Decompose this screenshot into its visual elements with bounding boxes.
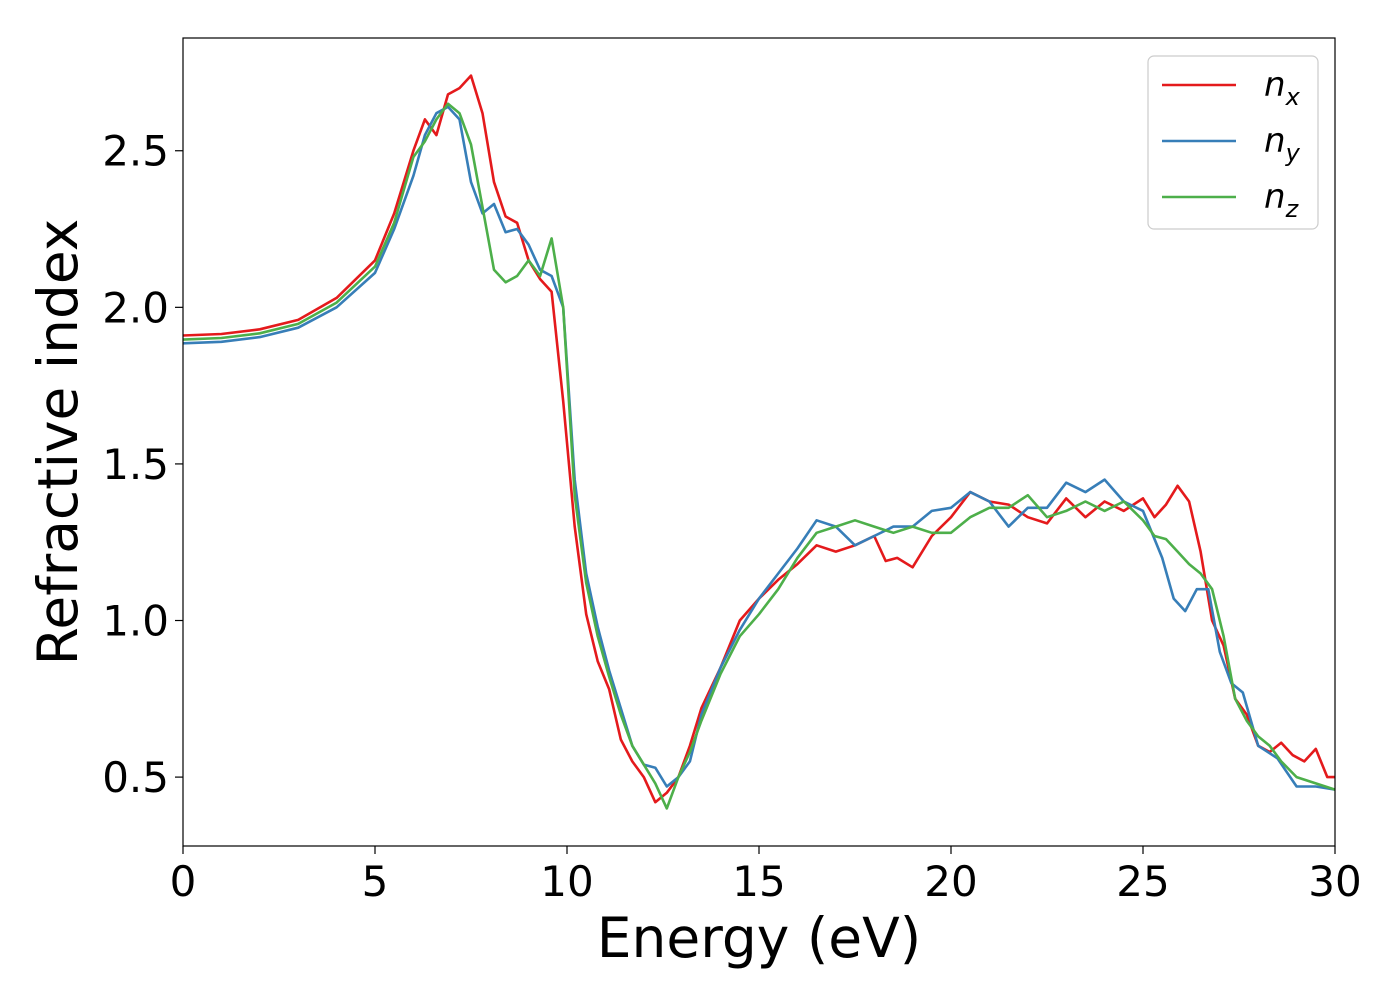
x-tick-label: 10 <box>540 857 593 906</box>
y-axis-ticks: 0.5 1.0 1.5 2.0 2.5 <box>102 127 183 802</box>
x-tick-label: 15 <box>732 857 785 906</box>
legend: nx ny nz <box>1147 55 1319 230</box>
legend-label-nx: nx <box>1264 65 1301 111</box>
y-tick-label: 1.5 <box>102 440 169 489</box>
x-axis-label: Energy (eV) <box>597 906 921 970</box>
y-tick-label: 1.0 <box>102 597 169 646</box>
y-axis-label: Refractive index <box>26 219 90 666</box>
legend-label-ny: ny <box>1264 121 1301 167</box>
series-line-ny <box>182 105 1336 791</box>
x-tick-label: 30 <box>1308 857 1361 906</box>
x-axis-ticks: 0 5 10 15 20 25 30 <box>170 846 1362 906</box>
x-tick-label: 5 <box>362 857 389 906</box>
x-tick-label: 20 <box>924 857 977 906</box>
legend-label-nz: nz <box>1264 177 1300 223</box>
x-tick-label: 0 <box>170 857 197 906</box>
series-line-nz <box>182 102 1336 810</box>
x-tick-label: 25 <box>1116 857 1169 906</box>
y-tick-label: 2.5 <box>102 127 169 176</box>
y-tick-label: 0.5 <box>102 753 169 802</box>
legend-box <box>1147 55 1319 230</box>
y-tick-label: 2.0 <box>102 283 169 332</box>
series-layer <box>182 74 1336 810</box>
